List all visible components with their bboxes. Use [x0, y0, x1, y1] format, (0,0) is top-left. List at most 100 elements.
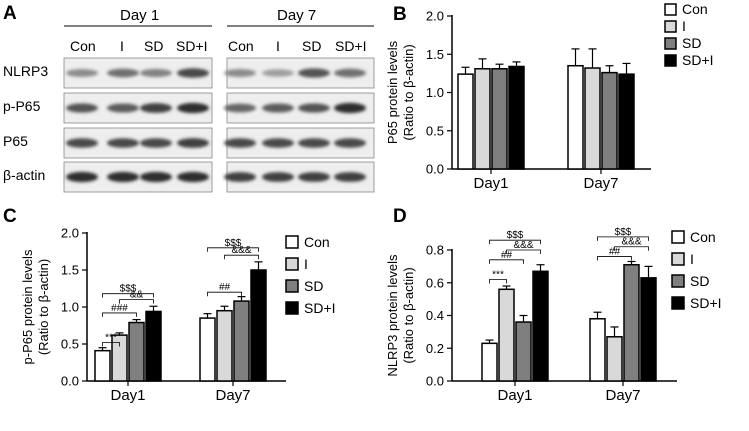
- significance-label: ***: [105, 333, 117, 344]
- legend-label: SD: [690, 273, 709, 289]
- western-blot-panel: Day 1 Day 7 Con I SD SD+I Con I SD SD+I …: [3, 7, 375, 193]
- legend-swatch: [664, 37, 677, 50]
- blot-band: [224, 69, 256, 77]
- y-axis-label: p-P65 protein levels: [20, 249, 35, 364]
- significance-bracket: [119, 299, 154, 304]
- bar: [532, 270, 549, 382]
- bar: [584, 67, 601, 170]
- y-tick-label: 0.0: [426, 162, 444, 177]
- y-tick-label: 0.2: [426, 341, 444, 356]
- legend-label: I: [690, 251, 694, 267]
- blot-band: [298, 103, 330, 113]
- blot-group-label-day1: Day 1: [120, 7, 159, 24]
- lane-label: I: [120, 38, 124, 54]
- bar: [94, 349, 111, 382]
- bar: [623, 263, 640, 382]
- significance-label: ***: [492, 269, 504, 280]
- chart-p-p65: 0.0 0.5 1.0 1.5 2.0 p-P65 protein levels (Rati…: [20, 226, 336, 405]
- legend-label: SD+I: [304, 300, 336, 316]
- y-tick-label: 0.0: [426, 374, 444, 389]
- legend-swatch: [671, 230, 685, 244]
- significance-bracket: [102, 312, 137, 317]
- panel-letter-a: A: [3, 3, 17, 24]
- blot-band: [224, 103, 256, 113]
- significance-label: ##: [501, 250, 513, 261]
- protein-label-beta-actin: β-actin: [3, 167, 45, 183]
- x-tick-label: Day1: [497, 387, 532, 404]
- significance-label: $$$: [225, 238, 242, 249]
- blot-band: [140, 171, 172, 183]
- blot-band: [224, 172, 256, 182]
- bar: [515, 321, 532, 382]
- significance-label: $$$: [507, 230, 524, 241]
- significance-label: $$$: [615, 227, 632, 238]
- significance-bracket: [489, 279, 507, 284]
- significance-label: &&&: [513, 240, 533, 251]
- blot-band: [262, 138, 294, 148]
- bar: [498, 288, 515, 382]
- y-tick-label: 0.8: [426, 243, 444, 258]
- blot-band: [177, 138, 209, 148]
- bar: [601, 71, 618, 170]
- bar: [567, 64, 584, 170]
- bar: [618, 73, 635, 170]
- y-tick-label: 0.6: [426, 275, 444, 290]
- protein-label-p-p65: p-P65: [3, 98, 41, 114]
- blot-band: [177, 102, 209, 114]
- legend-swatch: [664, 3, 677, 16]
- significance-bracket: [597, 236, 649, 241]
- bar: [111, 334, 128, 382]
- bar: [250, 269, 267, 382]
- bar: [491, 68, 508, 170]
- legend-swatch: [671, 296, 685, 310]
- blot-band: [66, 171, 98, 183]
- significance-label: ##: [609, 247, 621, 258]
- y-tick-label: 2.0: [61, 226, 79, 241]
- x-tick-label: Day7: [215, 387, 250, 404]
- blot-band: [334, 102, 366, 114]
- bar: [199, 317, 216, 382]
- significance-bracket: [102, 342, 120, 347]
- legend-swatch: [285, 279, 299, 293]
- blot-band: [298, 138, 330, 148]
- legend-swatch: [671, 274, 685, 288]
- y-tick-label: 1.0: [426, 85, 444, 100]
- protein-label-nlrp3: NLRP3: [3, 63, 48, 79]
- legend-label: SD: [682, 35, 701, 51]
- x-tick-label: Day7: [605, 387, 640, 404]
- blot-band: [66, 103, 98, 113]
- blot-band: [262, 172, 294, 182]
- significance-bracket: [489, 239, 541, 245]
- blot-band: [140, 138, 172, 148]
- bar: [481, 342, 498, 382]
- bar: [589, 318, 606, 382]
- y-tick-label: 0.4: [426, 308, 444, 323]
- blot-band: [140, 68, 172, 78]
- legend-label: Con: [682, 1, 708, 17]
- blot-band: [107, 138, 139, 148]
- significance-label: ##: [219, 282, 231, 293]
- significance-bracket: [102, 293, 154, 298]
- x-tick-label: Day1: [110, 387, 145, 404]
- significance-label: &&&: [231, 245, 251, 256]
- legend-swatch: [664, 20, 677, 33]
- panel-letter-c: C: [3, 206, 17, 227]
- legend-label: SD+I: [682, 52, 714, 68]
- significance-label: &&: [130, 290, 144, 301]
- bar: [606, 336, 623, 382]
- y-axis-label: (Ratio to β-actin): [401, 44, 416, 140]
- y-tick-label: 0.5: [426, 123, 444, 138]
- legend-swatch: [671, 252, 685, 266]
- bar: [216, 309, 233, 382]
- legend-swatch: [285, 301, 299, 315]
- lane-label: Con: [228, 38, 254, 54]
- y-tick-label: 1.5: [426, 47, 444, 62]
- bar: [508, 65, 525, 170]
- legend-swatch: [664, 54, 677, 67]
- blot-band: [66, 69, 98, 77]
- significance-bracket: [597, 256, 632, 261]
- y-axis-label: P65 protein levels: [385, 40, 400, 144]
- blot-band: [107, 103, 139, 113]
- y-tick-label: 1.5: [61, 263, 79, 278]
